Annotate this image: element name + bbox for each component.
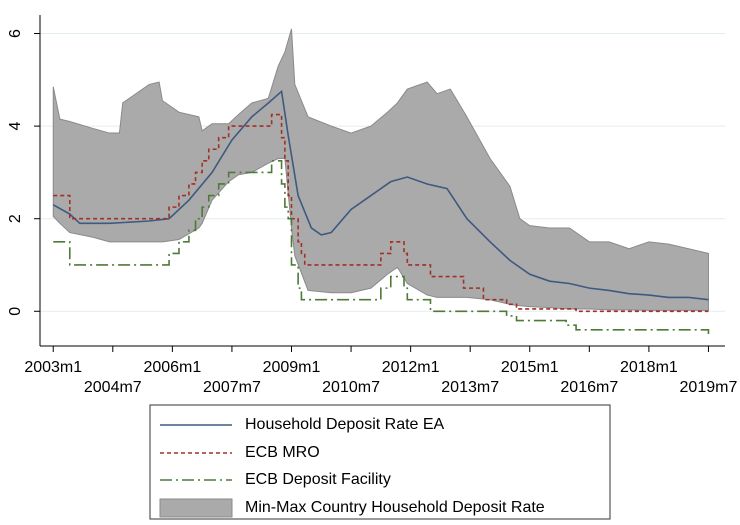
y-tick-label: 0 [7, 307, 24, 316]
legend-label: ECB MRO [245, 444, 320, 461]
series-line [53, 160, 710, 335]
x-tick-label: 2010m7 [322, 379, 380, 396]
legend-label: Household Deposit Rate EA [245, 416, 445, 433]
y-tick-label: 4 [7, 122, 24, 131]
x-tick-label: 2019m7 [680, 379, 738, 396]
series-line [53, 113, 709, 313]
x-tick-label: 2007m7 [203, 379, 261, 396]
legend-swatch [159, 498, 233, 518]
x-tick-label: 2009m1 [263, 359, 321, 376]
x-tick-label: 2016m7 [560, 379, 618, 396]
x-tick-label: 2003m1 [24, 359, 82, 376]
range-band [52, 28, 709, 311]
x-tick-label: 2013m7 [441, 379, 499, 396]
x-tick-label: 2018m1 [620, 359, 678, 376]
x-tick-label: 2004m7 [84, 379, 142, 396]
y-tick-label: 6 [7, 29, 24, 38]
x-tick-label: 2015m1 [501, 359, 559, 376]
series-line [52, 89, 709, 301]
y-tick-label: 2 [7, 214, 24, 223]
legend-label: ECB Deposit Facility [245, 471, 391, 488]
x-tick-label: 2012m1 [382, 359, 440, 376]
x-tick-label: 2006m1 [143, 359, 201, 376]
legend-label: Min-Max Country Household Deposit Rate [245, 499, 545, 516]
